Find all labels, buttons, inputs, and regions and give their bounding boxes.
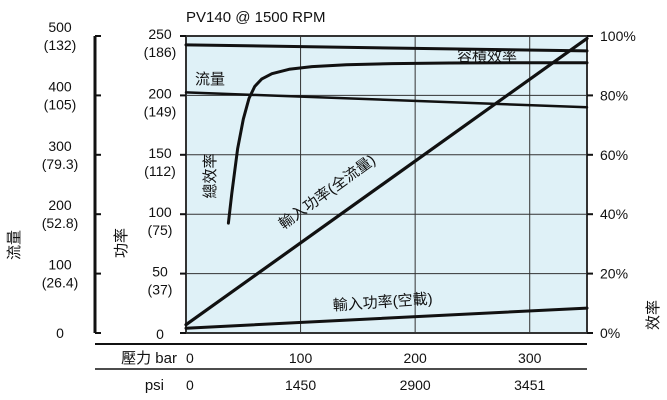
- power-axis-label: 功率: [113, 228, 130, 258]
- efficiency-tick-label: 60%: [600, 147, 628, 163]
- power-tick-sublabel: (186): [144, 44, 177, 60]
- flow-tick-label: 400: [48, 78, 72, 94]
- power-tick-label: 250: [148, 26, 172, 42]
- efficiency-tick-label: 20%: [600, 266, 628, 282]
- power-tick-sublabel: (37): [148, 282, 173, 298]
- flow-tick-label: 200: [48, 197, 72, 213]
- power-tick-label: 200: [148, 85, 172, 101]
- flow-tick-label: 300: [48, 138, 72, 154]
- plot-frame: [185, 35, 588, 334]
- flow-tick-label: 500: [48, 19, 72, 35]
- psi-tick-label: 2900: [400, 377, 431, 393]
- psi-axis-label: psi: [145, 377, 164, 394]
- efficiency-tick-label: 40%: [600, 206, 628, 222]
- series-label: 輸入功率(空載): [332, 291, 433, 315]
- bar-tick-label: 300: [518, 350, 542, 366]
- series-label: 流量: [195, 71, 225, 88]
- flow-tick-sublabel: (52.8): [42, 215, 79, 231]
- power-tick-label: 50: [152, 264, 168, 280]
- bar-tick-label: 100: [289, 350, 313, 366]
- efficiency-axis-label: 效率: [645, 300, 662, 330]
- flow-tick-label: 100: [48, 257, 72, 273]
- series-label: 總效率: [201, 153, 219, 198]
- chart-title: PV140 @ 1500 RPM: [186, 9, 325, 26]
- efficiency-tick-label: 100%: [600, 28, 636, 44]
- power-tick-sublabel: (75): [148, 222, 173, 238]
- power-tick-sublabel: (149): [144, 103, 177, 119]
- series-label: 容積效率: [457, 48, 517, 65]
- series-line: [184, 306, 589, 330]
- efficiency-tick-label: 0%: [600, 325, 620, 341]
- flow-tick-sublabel: (26.4): [42, 275, 79, 291]
- flow-axis-label: 流量: [6, 230, 23, 260]
- psi-tick-label: 0: [186, 377, 194, 393]
- bar-axis-label: 壓力 bar: [121, 350, 177, 367]
- power-tick-label: 150: [148, 145, 172, 161]
- series-line: [184, 91, 589, 109]
- series-line: [184, 43, 589, 53]
- power-tick-label: 100: [148, 204, 172, 220]
- psi-tick-label: 3451: [514, 377, 545, 393]
- flow-tick-sublabel: (79.3): [42, 156, 79, 172]
- series-line: [226, 61, 589, 225]
- series-line: [184, 36, 589, 327]
- power-tick-label: 0: [156, 326, 164, 342]
- flow-tick-label: 0: [56, 325, 64, 341]
- flow-tick-sublabel: (105): [44, 96, 77, 112]
- psi-tick-label: 1450: [285, 377, 316, 393]
- efficiency-tick-label: 80%: [600, 87, 628, 103]
- bar-tick-label: 0: [186, 350, 194, 366]
- power-tick-sublabel: (112): [144, 163, 176, 179]
- bar-tick-label: 200: [403, 350, 427, 366]
- axes-layer: [93, 35, 593, 370]
- curves-layer: [184, 36, 589, 330]
- flow-tick-sublabel: (132): [44, 37, 77, 53]
